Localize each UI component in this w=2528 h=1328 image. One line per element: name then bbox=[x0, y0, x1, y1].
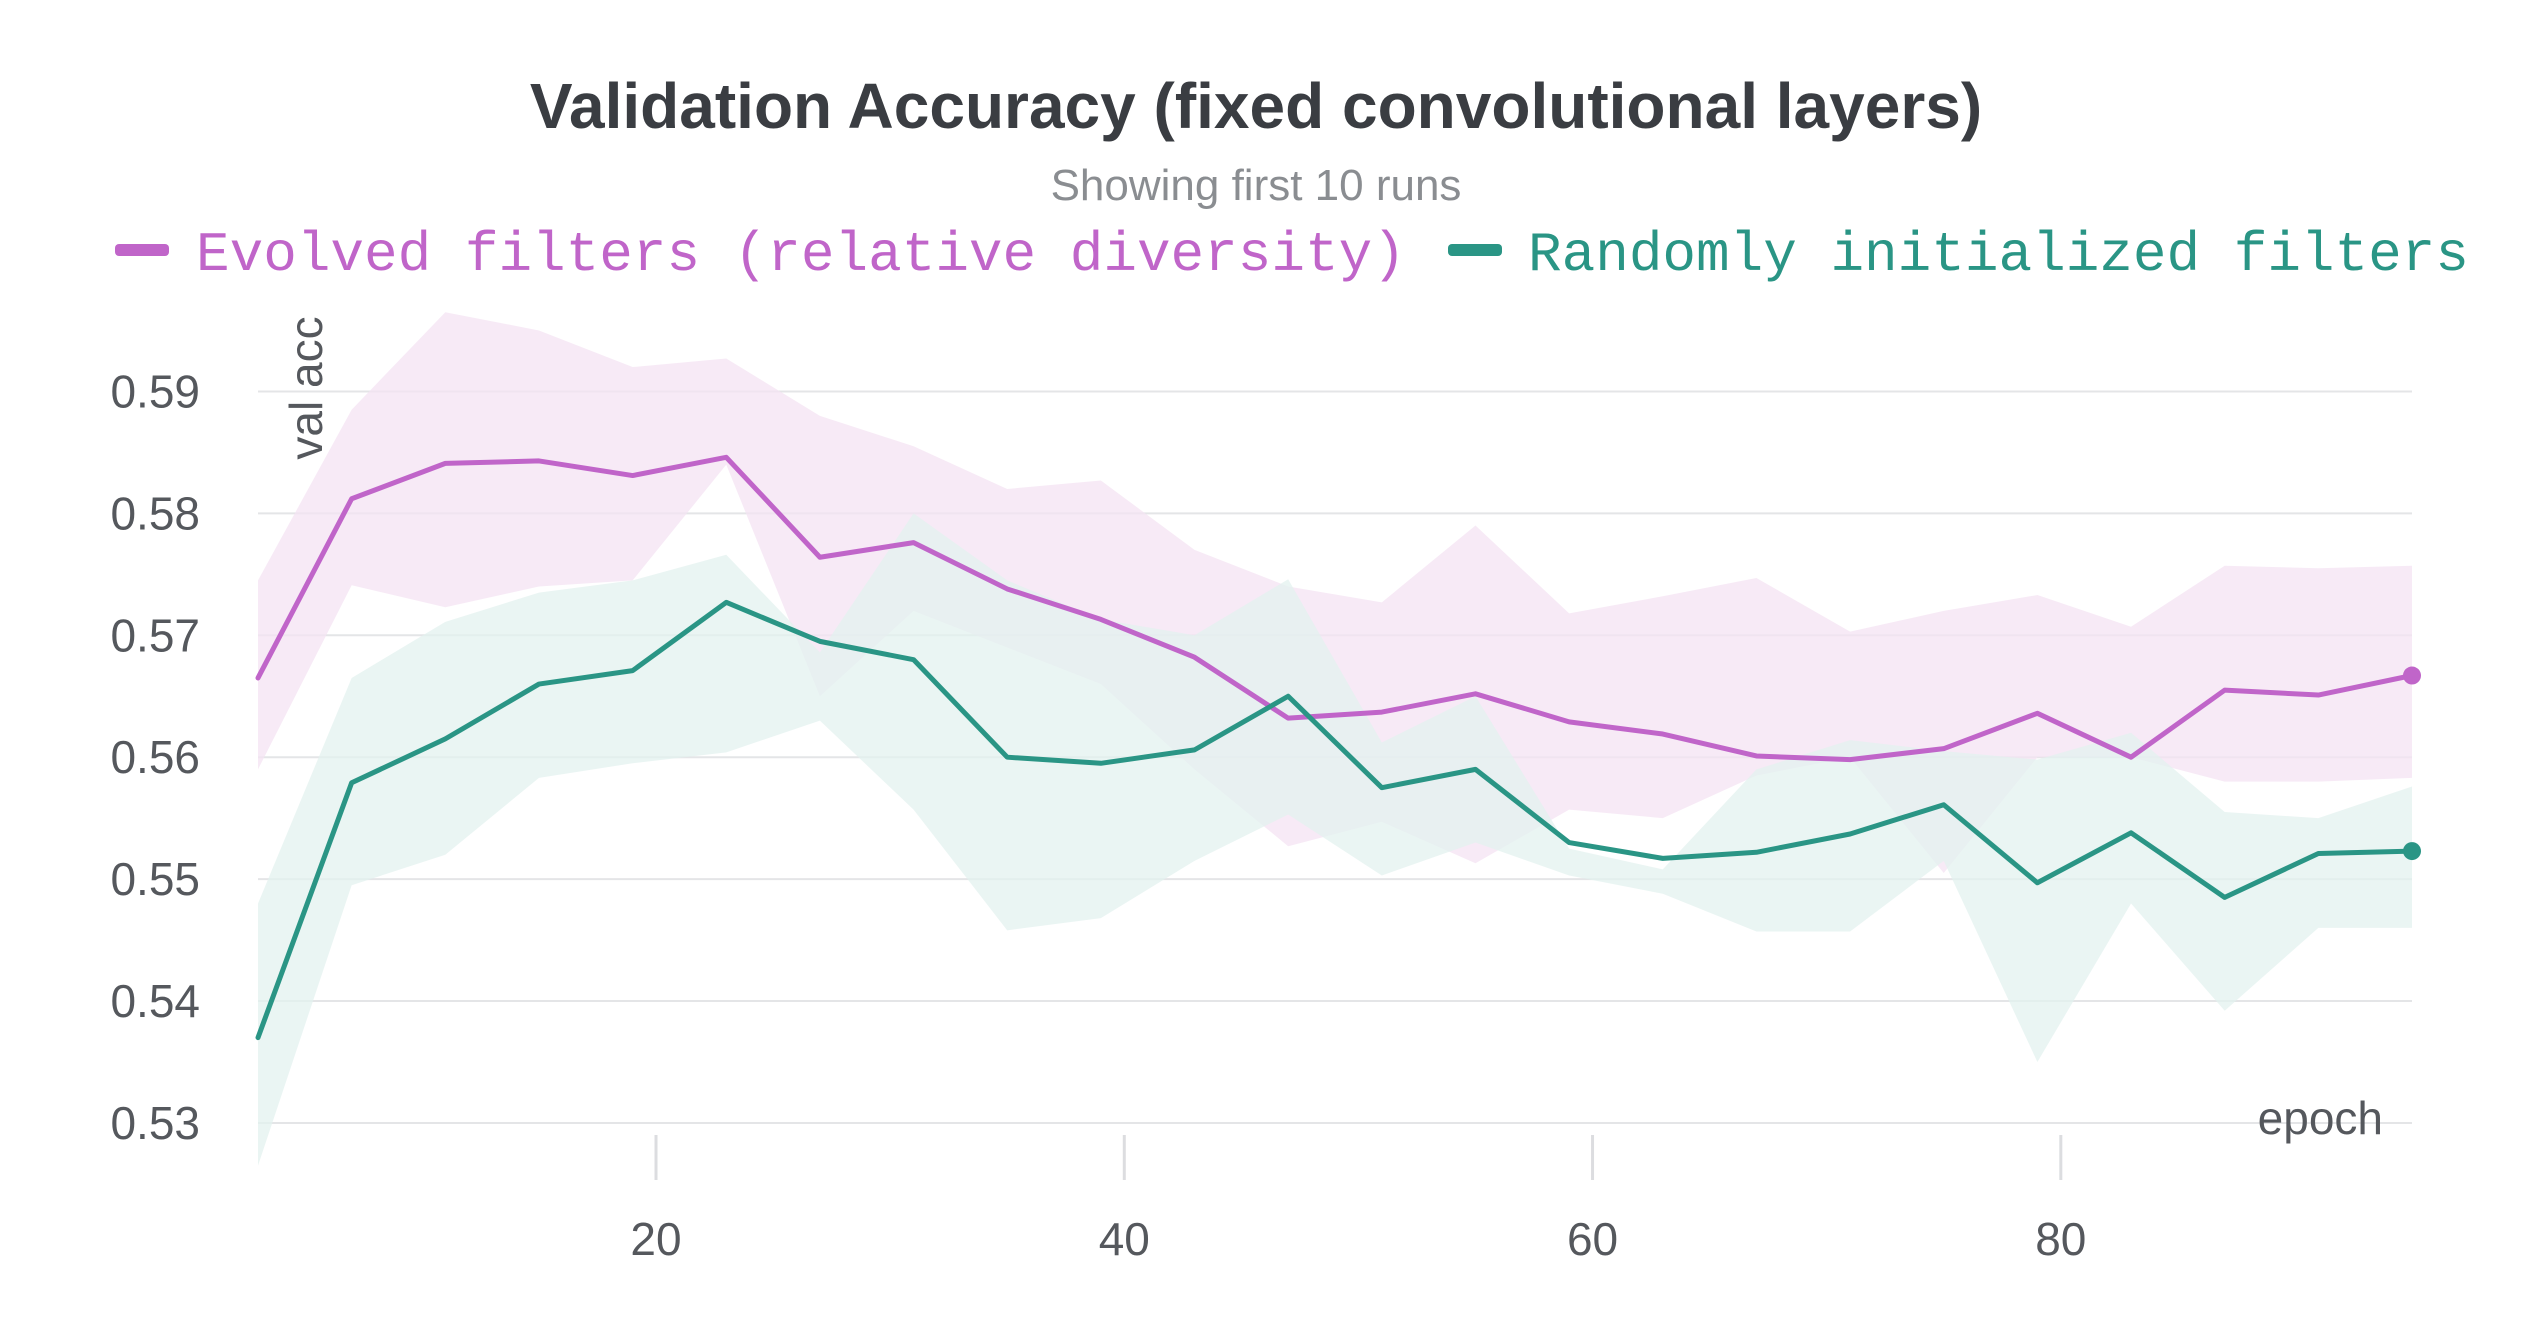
legend-item-evolved[interactable]: Evolved filters (relative diversity) bbox=[115, 223, 1406, 287]
chart-subtitle: Showing first 10 runs bbox=[1051, 161, 1462, 210]
series-lines bbox=[255, 454, 2421, 1041]
y-tick-label: 0.59 bbox=[110, 365, 200, 417]
end-point-random[interactable] bbox=[2403, 842, 2421, 861]
y-axis-ticks: 0.53 0.54 0.55 0.56 0.57 0.58 0.59 bbox=[110, 365, 200, 1149]
legend-swatch-random bbox=[1448, 244, 1502, 256]
confidence-band-evolved bbox=[258, 312, 2412, 874]
confidence-bands bbox=[258, 312, 2412, 1166]
x-tick-label: 20 bbox=[630, 1213, 681, 1265]
legend: Evolved filters (relative diversity) Ran… bbox=[115, 223, 2469, 287]
legend-item-random[interactable]: Randomly initialized filters bbox=[1448, 223, 2469, 287]
y-axis-label: val acc bbox=[280, 316, 332, 459]
legend-label-random: Randomly initialized filters bbox=[1528, 223, 2469, 287]
legend-swatch-evolved bbox=[115, 244, 169, 256]
end-point-evolved[interactable] bbox=[2403, 666, 2421, 685]
legend-label-evolved: Evolved filters (relative diversity) bbox=[196, 223, 1406, 287]
x-axis-label: epoch bbox=[2258, 1092, 2383, 1144]
y-tick-label: 0.56 bbox=[110, 731, 200, 783]
y-tick-label: 0.57 bbox=[110, 609, 200, 661]
series-line-random[interactable] bbox=[255, 599, 2415, 1041]
x-tick-label: 80 bbox=[2035, 1213, 2086, 1265]
x-tick-label: 60 bbox=[1567, 1213, 1618, 1265]
x-axis-ticks: 20 40 60 80 bbox=[630, 1135, 2086, 1265]
y-tick-label: 0.58 bbox=[110, 487, 200, 539]
y-tick-label: 0.53 bbox=[110, 1097, 200, 1149]
confidence-band-random bbox=[258, 513, 2412, 1166]
y-tick-label: 0.55 bbox=[110, 853, 200, 905]
chart-title: Validation Accuracy (fixed convolutional… bbox=[530, 70, 1982, 142]
y-tick-label: 0.54 bbox=[110, 975, 200, 1027]
series-line-evolved[interactable] bbox=[255, 454, 2415, 763]
x-tick-label: 40 bbox=[1099, 1213, 1150, 1265]
